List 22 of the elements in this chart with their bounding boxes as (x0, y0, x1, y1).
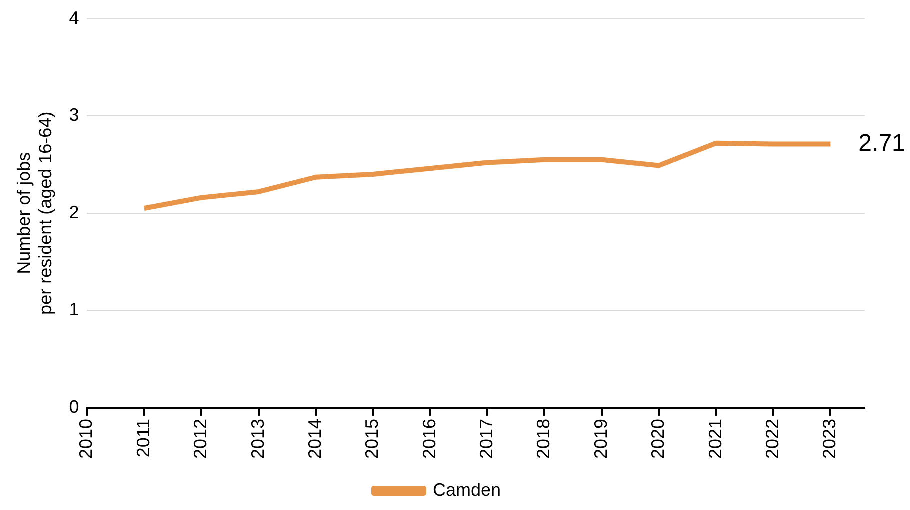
x-tick-label: 2011 (133, 418, 154, 458)
annotation: 2.71 (858, 130, 906, 157)
y-tick-label: 4 (69, 8, 80, 28)
y-tick-label: 3 (69, 105, 80, 126)
x-tick-label: 2019 (590, 418, 611, 460)
x-tick-label: 2023 (820, 418, 840, 460)
legend-label: Camden (432, 480, 502, 500)
x-tick-label: 2022 (762, 418, 782, 460)
x-tick-label: 2015 (362, 418, 382, 460)
y-tick-label: 1 (69, 300, 80, 320)
y-axis-title: Number of jobs per resident (aged 16-64) (14, 112, 56, 315)
x-tick-label: 2017 (476, 418, 497, 460)
x-tick-label: 2018 (534, 418, 554, 460)
x-tick-label: 2014 (304, 418, 325, 460)
x-tick-label: 2021 (705, 418, 726, 460)
y-tick-label: 0 (69, 396, 80, 417)
x-tick-label: 2012 (190, 418, 211, 460)
y-tick-label: 2 (69, 202, 80, 222)
x-tick-label: 2013 (248, 418, 268, 460)
x-tick-label: 2020 (648, 418, 668, 460)
x-tick-label: 2010 (76, 418, 96, 460)
x-tick-label: 2016 (419, 418, 440, 460)
